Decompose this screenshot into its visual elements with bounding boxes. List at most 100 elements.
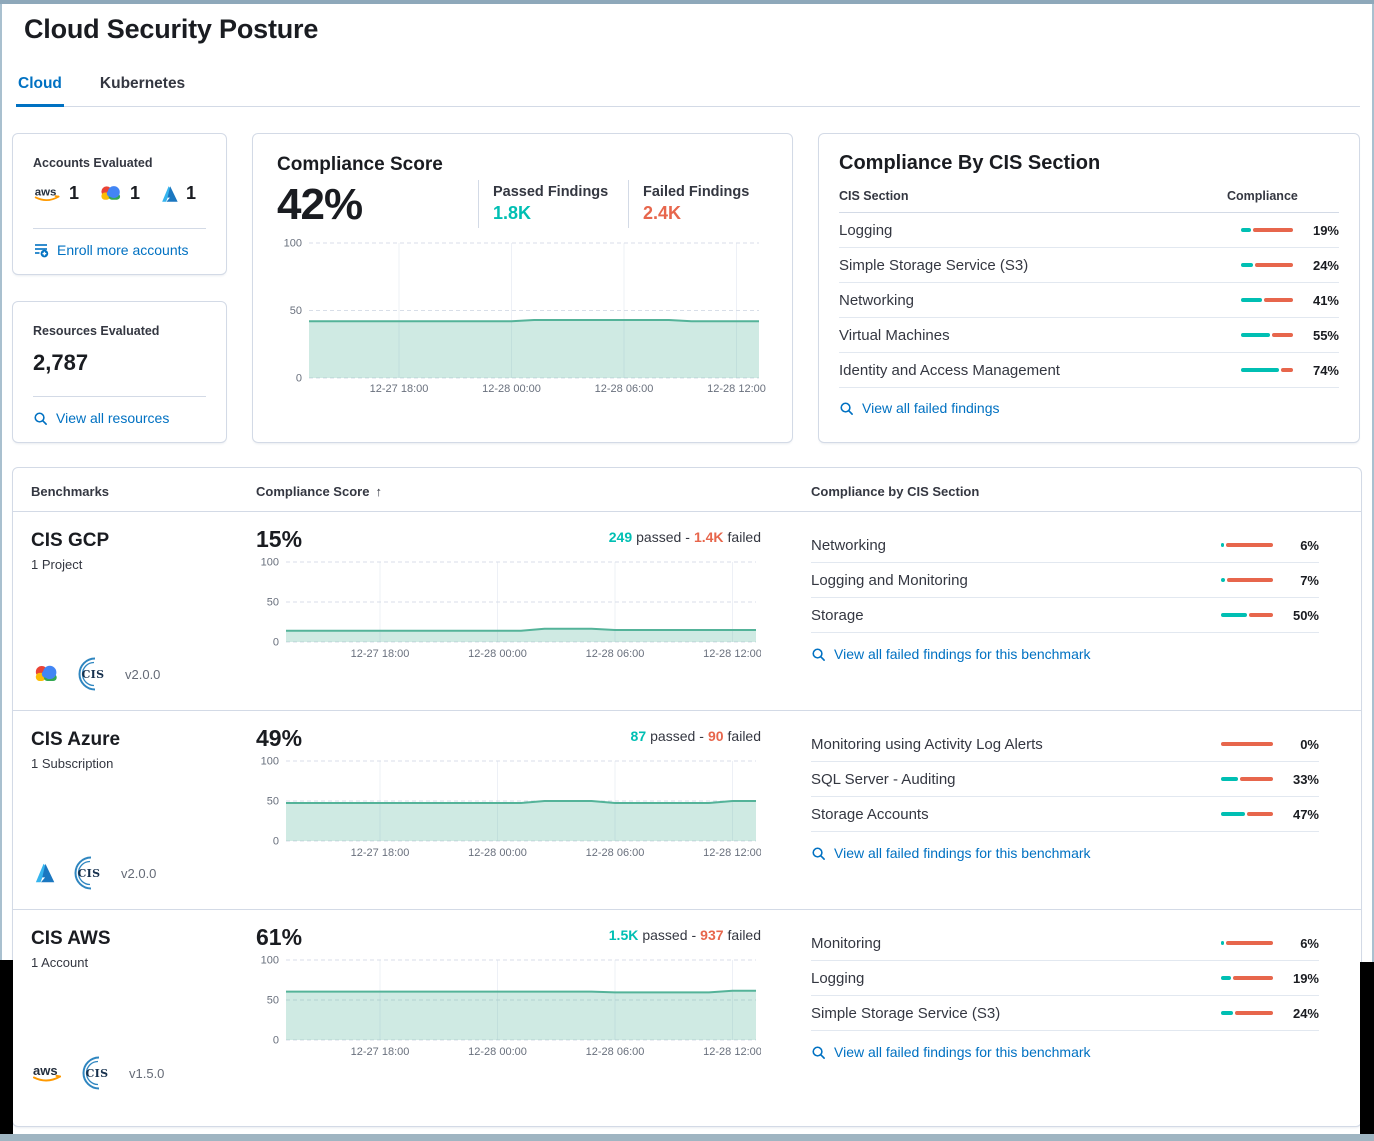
search-icon <box>840 401 853 415</box>
compliance-bar <box>1241 228 1293 232</box>
compliance-percent: 55% <box>1312 327 1339 343</box>
compliance-percent: 19% <box>1312 222 1339 238</box>
cis-section-name: Monitoring <box>811 934 882 952</box>
tab-kubernetes[interactable]: Kubernetes <box>99 75 186 92</box>
passed-findings-value: 1.8K <box>493 203 532 223</box>
svg-text:12-28 06:00: 12-28 06:00 <box>586 1046 645 1058</box>
section-row: Simple Storage Service (S3) 24% <box>811 996 1319 1031</box>
window-border-left <box>0 4 2 960</box>
benchmark-score-row: 15% 249 passed - 1.4K failed <box>256 526 761 554</box>
accounts-evaluated-card: Accounts Evaluated aws 1 <box>12 133 227 275</box>
view-failed-findings-benchmark-link[interactable]: View all failed findings for this benchm… <box>811 646 1319 662</box>
azure-count: 1 <box>186 183 197 203</box>
cis-logo-icon: CIS <box>75 656 111 692</box>
failed-word: failed <box>727 529 761 545</box>
azure-account-count: 1 <box>158 183 196 204</box>
cis-section-card-title: Compliance By CIS Section <box>839 152 1101 174</box>
passed-findings-block: Passed Findings 1.8K <box>478 180 628 228</box>
enroll-more-accounts-link[interactable]: Enroll more accounts <box>33 242 206 258</box>
compliance-bar <box>1221 742 1273 746</box>
svg-text:12-28 06:00: 12-28 06:00 <box>586 648 645 660</box>
search-icon <box>812 1045 825 1059</box>
benchmark-score-column: 49% 87 passed - 90 failed 0 50 100 12-27 18… <box>256 725 762 897</box>
compliance-bar <box>1221 543 1273 547</box>
svg-text:100: 100 <box>284 237 302 249</box>
resources-evaluated-card: Resources Evaluated 2,787 View all resou… <box>12 301 227 443</box>
compliance-bar <box>1221 1011 1273 1015</box>
azure-logo-icon <box>35 863 55 883</box>
benchmark-identity: CIS Azure 1 Subscription CIS v2.0.0 <box>31 725 256 897</box>
cis-section-name: SQL Server - Auditing <box>811 770 956 788</box>
aws-account-count: aws 1 <box>33 183 79 204</box>
cis-section-name: Networking <box>811 536 887 554</box>
svg-text:12-28 06:00: 12-28 06:00 <box>595 383 654 395</box>
section-row: Networking 6% <box>811 528 1319 563</box>
passed-word: passed <box>650 728 696 744</box>
view-all-resources-link[interactable]: View all resources <box>33 410 206 426</box>
svg-text:0: 0 <box>273 835 279 847</box>
cis-section-column-header: CIS Section <box>839 189 909 203</box>
view-failed-findings-benchmark-link[interactable]: View all failed findings for this benchm… <box>811 845 1319 861</box>
cis-logo-icon: CIS <box>71 855 107 891</box>
compliance-percent: 0% <box>1300 736 1319 752</box>
benchmark-name: CIS GCP <box>31 530 110 551</box>
view-failed-findings-benchmark-link[interactable]: View all failed findings for this benchm… <box>811 1044 1319 1060</box>
cis-row-logging: Logging 19% <box>839 213 1339 248</box>
stats-column: Accounts Evaluated aws 1 <box>12 133 227 443</box>
sort-ascending-icon: ↑ <box>375 484 382 499</box>
failed-count: 90 <box>707 728 724 744</box>
view-failed-findings-benchmark-label: View all failed findings for this benchm… <box>834 845 1091 861</box>
compliance-bar <box>1241 333 1293 337</box>
failed-findings-value: 2.4K <box>643 203 682 223</box>
passed-count: 249 <box>608 529 633 545</box>
cis-logo-icon: CIS <box>79 1055 115 1091</box>
benchmark-score: 61% <box>256 924 303 950</box>
benchmark-passed-failed: 1.5K passed - 937 failed <box>609 927 761 943</box>
cis-section-name: Simple Storage Service (S3) <box>839 256 1029 274</box>
compliance-percent: 47% <box>1292 806 1319 822</box>
cis-section-name: Storage Accounts <box>811 805 929 823</box>
failed-word: failed <box>727 728 761 744</box>
cis-section-name: Logging <box>839 221 893 239</box>
view-all-resources-label: View all resources <box>56 410 170 426</box>
svg-text:12-28 12:00: 12-28 12:00 <box>703 847 761 859</box>
separator: - <box>691 927 697 943</box>
svg-text:12-28 12:00: 12-28 12:00 <box>703 648 761 660</box>
compliance-score-column-header[interactable]: Compliance Score ↑ <box>256 484 811 499</box>
tab-cloud[interactable]: Cloud <box>16 69 64 107</box>
compliance-score-card: Compliance Score 42% Passed Findings 1.8… <box>252 133 793 443</box>
gcp-count: 1 <box>130 183 141 203</box>
compliance-percent: 33% <box>1292 771 1319 787</box>
svg-text:12-28 00:00: 12-28 00:00 <box>468 1046 527 1058</box>
benchmark-scope: 1 Project <box>31 557 83 572</box>
cis-row-iam: Identity and Access Management 74% <box>839 353 1339 388</box>
gcp-account-count: 1 <box>97 183 140 204</box>
svg-text:50: 50 <box>267 994 279 1006</box>
compliance-bar <box>1221 941 1273 945</box>
gcp-logo-icon <box>35 665 57 681</box>
benchmark-version: v2.0.0 <box>121 865 157 881</box>
benchmark-cis-sections: Monitoring 6% Logging 19% Simple Storage… <box>811 924 1343 1097</box>
compliance-score-trend-chart: 0 50 100 12-27 18:00 12-28 00:00 12-28 06:00 1… <box>277 237 768 402</box>
azure-logo-icon <box>162 185 178 202</box>
aws-logo-icon: aws <box>33 1063 61 1082</box>
benchmark-scope: 1 Subscription <box>31 756 114 771</box>
divider <box>33 228 206 229</box>
section-row: Storage Accounts 47% <box>811 797 1319 832</box>
compliance-bar <box>1241 368 1293 372</box>
cis-section-name: Identity and Access Management <box>839 361 1060 379</box>
compliance-bar <box>1221 777 1273 781</box>
view-failed-findings-benchmark-label: View all failed findings for this benchm… <box>834 646 1091 662</box>
svg-text:12-28 00:00: 12-28 00:00 <box>468 648 527 660</box>
benchmark-score-column: 15% 249 passed - 1.4K failed 0 50 100 12-27… <box>256 526 762 698</box>
svg-text:12-27 18:00: 12-27 18:00 <box>370 383 429 395</box>
cis-section-name: Networking <box>839 291 915 309</box>
separator: - <box>685 529 690 545</box>
view-all-failed-findings-link[interactable]: View all failed findings <box>839 400 1339 416</box>
window-border-right <box>1372 4 1374 962</box>
compliance-percent: 74% <box>1312 362 1339 378</box>
svg-text:0: 0 <box>273 1034 279 1046</box>
benchmark-identity: CIS GCP 1 Project CIS v2.0.0 <box>31 526 256 698</box>
failed-word: failed <box>727 927 761 943</box>
search-icon <box>812 846 825 860</box>
